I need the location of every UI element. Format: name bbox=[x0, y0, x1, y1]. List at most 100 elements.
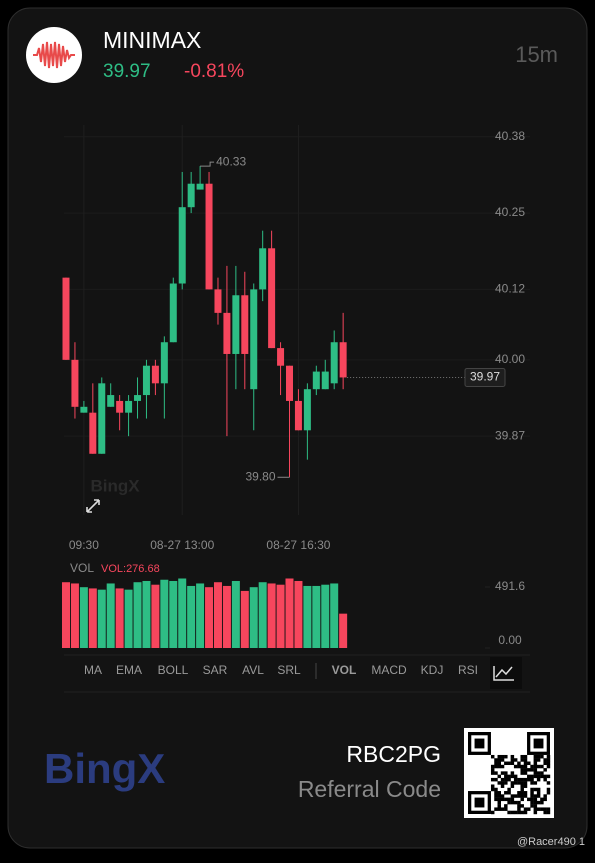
qr-finder bbox=[474, 738, 485, 749]
indicator-tab[interactable]: RSI bbox=[458, 663, 478, 677]
qr-cell bbox=[517, 764, 521, 769]
qr-cell bbox=[523, 781, 528, 785]
candle-body bbox=[250, 289, 258, 390]
qr-cell bbox=[513, 774, 518, 779]
volume-bar bbox=[312, 585, 321, 648]
qr-cell bbox=[513, 764, 518, 769]
indicator-tab[interactable]: KDJ bbox=[421, 663, 444, 677]
last-price-label: 39.97 bbox=[470, 370, 500, 384]
qr-cell bbox=[507, 761, 511, 765]
indicator-tab[interactable]: SAR bbox=[203, 663, 228, 677]
qr-cell bbox=[543, 797, 547, 802]
qr-cell bbox=[543, 810, 547, 815]
qr-cell bbox=[523, 810, 528, 815]
qr-cell bbox=[500, 781, 505, 785]
indicator-tab[interactable]: VOL bbox=[332, 663, 357, 677]
qr-cell bbox=[510, 810, 515, 815]
qr-finder bbox=[468, 732, 491, 755]
candle-body bbox=[187, 183, 195, 208]
qr-cell bbox=[536, 777, 541, 782]
volume-bar bbox=[115, 588, 124, 648]
volume-bar bbox=[97, 589, 106, 648]
qr-cell bbox=[490, 777, 495, 782]
qr-cell bbox=[504, 791, 508, 795]
qr-cell bbox=[497, 774, 501, 779]
indicator-tab[interactable]: AVL bbox=[242, 663, 264, 677]
qr-cell bbox=[543, 758, 547, 762]
qr-cell bbox=[497, 794, 501, 798]
qr-cell bbox=[520, 781, 524, 785]
qr-cell bbox=[536, 807, 541, 811]
candle-body bbox=[134, 395, 142, 401]
y-tick-label: 491.6 bbox=[495, 579, 525, 593]
change: -0.81% bbox=[184, 61, 244, 82]
candle-body bbox=[339, 342, 347, 378]
indicator-tab[interactable]: MACD bbox=[371, 663, 407, 677]
candle-body bbox=[277, 348, 285, 366]
qr-cell bbox=[520, 758, 524, 762]
indicator-tab[interactable]: SRL bbox=[277, 663, 301, 677]
qr-cell bbox=[497, 797, 501, 802]
qr-cell bbox=[490, 771, 495, 775]
qr-cell bbox=[530, 768, 534, 772]
qr-cell bbox=[507, 777, 511, 782]
candle-body bbox=[169, 283, 177, 343]
qr-cell bbox=[536, 774, 541, 779]
qr-cell bbox=[533, 787, 538, 792]
qr-cell bbox=[520, 787, 524, 792]
volume-bar bbox=[249, 587, 258, 648]
qr-cell bbox=[546, 781, 551, 785]
qr-cell bbox=[536, 754, 541, 759]
volume-bar bbox=[187, 585, 196, 648]
qr-cell bbox=[494, 777, 498, 782]
y-tick-label: 40.00 bbox=[495, 352, 525, 366]
qr-cell bbox=[530, 781, 534, 785]
qr-cell bbox=[494, 797, 498, 802]
qr-cell bbox=[497, 754, 501, 759]
volume-bar bbox=[142, 580, 151, 648]
qr-cell bbox=[504, 807, 508, 811]
candle-body bbox=[62, 277, 70, 360]
qr-cell bbox=[543, 807, 547, 811]
qr-cell bbox=[504, 781, 508, 785]
candle-body bbox=[232, 295, 240, 354]
indicator-tab[interactable]: BOLL bbox=[158, 663, 189, 677]
qr-cell bbox=[497, 807, 501, 811]
volume-title: VOL bbox=[70, 561, 94, 575]
candle-body bbox=[286, 365, 293, 401]
volume-bar bbox=[231, 580, 240, 648]
qr-cell bbox=[490, 787, 495, 792]
candle-body bbox=[151, 365, 159, 384]
candle-body bbox=[241, 295, 249, 354]
qr-cell bbox=[546, 761, 551, 765]
volume-bar bbox=[294, 580, 303, 648]
qr-cell bbox=[507, 800, 511, 805]
qr-cell bbox=[494, 787, 498, 792]
indicator-tab[interactable]: EMA bbox=[116, 663, 142, 677]
qr-cell bbox=[523, 764, 528, 769]
qr-cell bbox=[494, 791, 498, 795]
volume-bar bbox=[62, 582, 70, 648]
qr-cell bbox=[536, 771, 541, 775]
qr-cell bbox=[520, 791, 524, 795]
qr-cell bbox=[510, 774, 515, 779]
qr-cell bbox=[504, 771, 508, 775]
qr-cell bbox=[520, 764, 524, 769]
qr-cell bbox=[527, 768, 531, 772]
qr-cell bbox=[530, 764, 534, 769]
qr-cell bbox=[517, 810, 521, 815]
qr-cell bbox=[523, 768, 528, 772]
qr-cell bbox=[500, 758, 505, 762]
qr-cell bbox=[530, 804, 534, 808]
qr-cell bbox=[530, 774, 534, 779]
qr-cell bbox=[494, 761, 498, 765]
x-tick-label: 08-27 13:00 bbox=[150, 538, 214, 552]
candle-body bbox=[116, 400, 124, 413]
indicator-tab[interactable]: MA bbox=[84, 663, 102, 677]
qr-cell bbox=[490, 764, 495, 769]
qr-cell bbox=[497, 800, 501, 805]
qr-cell bbox=[536, 758, 541, 762]
qr-cell bbox=[533, 774, 538, 779]
qr-cell bbox=[504, 754, 508, 759]
qr-cell bbox=[513, 758, 518, 762]
